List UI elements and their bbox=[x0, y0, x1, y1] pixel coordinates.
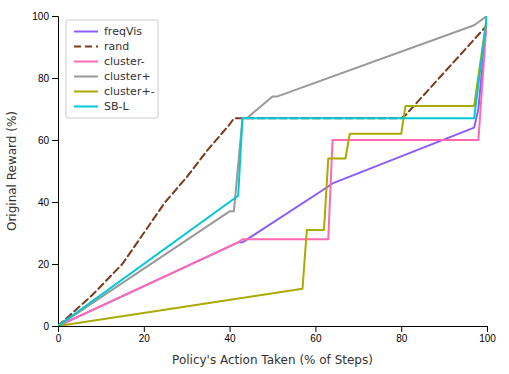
tick-mark bbox=[315, 326, 316, 332]
legend-swatch bbox=[74, 91, 98, 93]
tick: 60 bbox=[310, 326, 322, 344]
legend-label: SB-L bbox=[104, 100, 129, 113]
plot: 0 20 40 60 80 100 0 20 40 60 80 100 freqVis rand clust… bbox=[32, 11, 496, 344]
tick: 100 bbox=[479, 326, 496, 344]
y-axis: 0 20 40 60 80 100 bbox=[32, 11, 58, 332]
legend: freqVis rand cluster-cluster+ cluster+- SB-L bbox=[66, 20, 158, 118]
tick-mark bbox=[52, 78, 58, 79]
tick-label: 60 bbox=[38, 135, 50, 146]
x-axis: 0 20 40 60 80 100 bbox=[56, 326, 497, 344]
tick-label: 0 bbox=[43, 321, 49, 332]
legend-swatch bbox=[74, 46, 98, 48]
y-axis-title: Original Reward (%) bbox=[5, 111, 19, 231]
axis-line bbox=[52, 17, 59, 327]
tick-label: 80 bbox=[38, 73, 50, 84]
series-line bbox=[58, 16, 487, 326]
legend-item: rand bbox=[74, 40, 129, 53]
series-line bbox=[58, 16, 487, 326]
tick-label: 100 bbox=[32, 11, 49, 22]
tick-label: 100 bbox=[479, 333, 496, 344]
tick-mark bbox=[401, 326, 402, 332]
lines bbox=[58, 16, 487, 326]
tick: 80 bbox=[396, 326, 408, 344]
legend-label: cluster+ bbox=[104, 70, 151, 83]
legend-swatch bbox=[74, 106, 98, 108]
tick: 0 bbox=[43, 321, 58, 332]
legend-item: cluster+- bbox=[74, 85, 155, 98]
legend-label: rand bbox=[104, 40, 129, 53]
series-line bbox=[58, 16, 487, 326]
legend-item: cluster+ bbox=[74, 70, 151, 83]
tick-mark bbox=[230, 326, 231, 332]
tick-mark bbox=[52, 202, 58, 203]
legend-item: cluster- bbox=[74, 55, 145, 68]
tick: 40 bbox=[38, 197, 58, 208]
tick-mark bbox=[52, 140, 58, 141]
legend-swatch bbox=[74, 61, 98, 63]
series-line bbox=[58, 16, 487, 326]
tick-mark bbox=[487, 326, 488, 332]
tick-mark bbox=[52, 16, 58, 17]
legend-item: SB-L bbox=[74, 100, 129, 113]
tick-mark bbox=[52, 326, 58, 327]
chart: 0 20 40 60 80 100 0 20 40 60 80 100 freqVis rand clust… bbox=[0, 0, 509, 374]
tick: 60 bbox=[38, 135, 58, 146]
legend-frame bbox=[66, 20, 158, 118]
tick: 100 bbox=[32, 11, 58, 22]
tick: 20 bbox=[38, 259, 58, 270]
tick-label: 40 bbox=[225, 333, 237, 344]
legend-swatch bbox=[74, 31, 98, 33]
tick: 0 bbox=[56, 326, 62, 344]
tick-label: 80 bbox=[396, 333, 408, 344]
tick-label: 20 bbox=[139, 333, 151, 344]
tick-label: 20 bbox=[38, 259, 50, 270]
tick: 80 bbox=[38, 73, 58, 84]
tick: 20 bbox=[139, 326, 151, 344]
tick: 40 bbox=[225, 326, 237, 344]
tick-label: 60 bbox=[310, 333, 322, 344]
legend-label: freqVis bbox=[104, 25, 142, 38]
legend-item: freqVis bbox=[74, 25, 142, 38]
axis-line bbox=[59, 327, 488, 333]
tick-mark bbox=[144, 326, 145, 332]
series-line bbox=[58, 25, 487, 326]
tick-label: 0 bbox=[56, 333, 62, 344]
legend-swatch bbox=[74, 76, 98, 78]
tick-mark bbox=[52, 264, 58, 265]
legend-label: cluster+- bbox=[104, 85, 155, 98]
x-axis-title: Policy's Action Taken (% of Steps) bbox=[172, 353, 373, 367]
series-line bbox=[58, 16, 487, 326]
legend-label: cluster- bbox=[104, 55, 145, 68]
tick-label: 40 bbox=[38, 197, 50, 208]
